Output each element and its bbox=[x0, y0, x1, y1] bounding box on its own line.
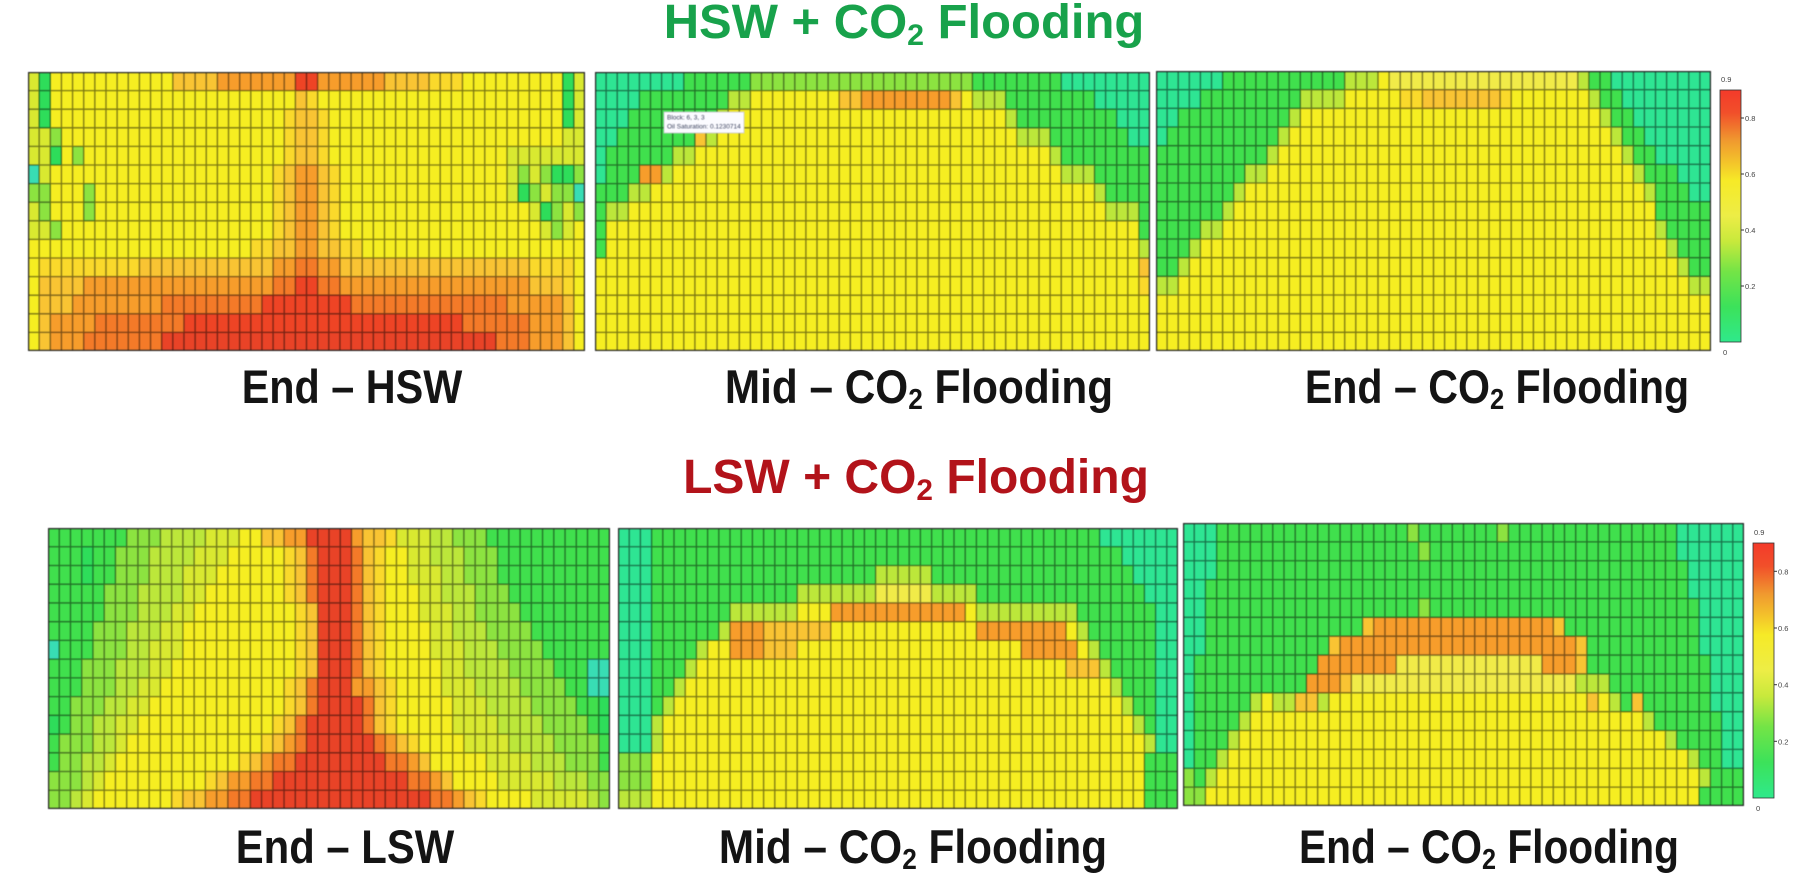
svg-text:0.4: 0.4 bbox=[1745, 226, 1755, 235]
svg-text:0.8: 0.8 bbox=[1778, 567, 1788, 576]
svg-text:0.9: 0.9 bbox=[1754, 528, 1764, 537]
svg-text:0.6: 0.6 bbox=[1745, 170, 1755, 179]
svg-text:Oil Saturation: 0.1230714: Oil Saturation: 0.1230714 bbox=[667, 124, 741, 131]
svg-text:0.9: 0.9 bbox=[1721, 75, 1731, 84]
svg-text:0: 0 bbox=[1723, 348, 1727, 357]
svg-text:Block: 6, 3, 3: Block: 6, 3, 3 bbox=[667, 115, 705, 122]
svg-text:0.2: 0.2 bbox=[1778, 737, 1788, 746]
svg-text:0.2: 0.2 bbox=[1745, 282, 1755, 291]
svg-text:0: 0 bbox=[1756, 804, 1760, 813]
svg-text:0.6: 0.6 bbox=[1778, 624, 1788, 633]
svg-text:0.8: 0.8 bbox=[1745, 114, 1755, 123]
svg-text:0.4: 0.4 bbox=[1778, 681, 1788, 690]
